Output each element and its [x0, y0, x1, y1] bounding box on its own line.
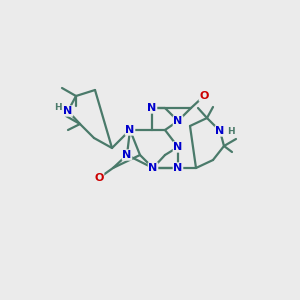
Text: N: N: [173, 163, 183, 173]
Text: N: N: [63, 106, 73, 116]
Text: H: H: [54, 103, 62, 112]
Text: O: O: [199, 91, 209, 101]
Text: N: N: [122, 150, 132, 160]
Text: N: N: [147, 103, 157, 113]
Text: O: O: [94, 173, 104, 183]
Text: N: N: [148, 163, 158, 173]
Text: N: N: [173, 142, 183, 152]
Text: H: H: [227, 128, 235, 136]
Text: N: N: [173, 116, 183, 126]
Text: N: N: [215, 126, 225, 136]
Text: N: N: [125, 125, 135, 135]
